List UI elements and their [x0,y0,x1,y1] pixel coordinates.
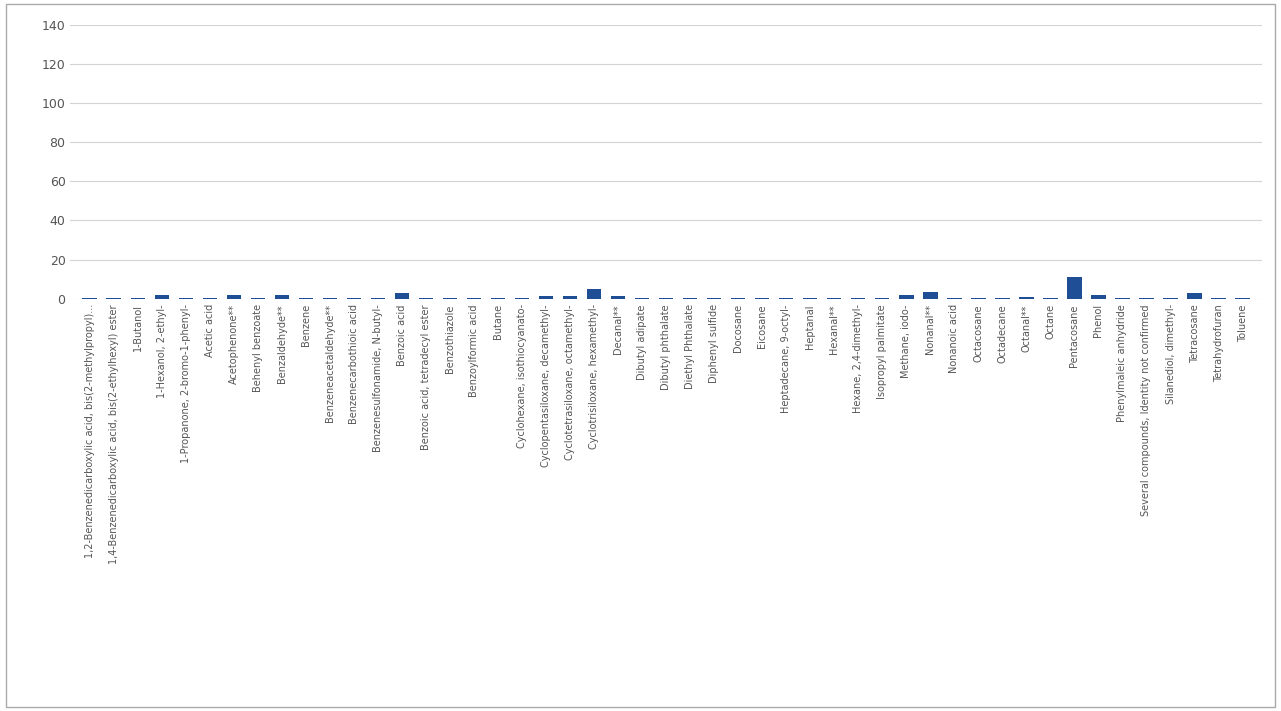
Bar [611,296,625,299]
Bar [1235,298,1250,299]
Bar [731,298,746,299]
Bar [1020,296,1034,299]
Bar [707,298,721,299]
Bar [419,298,433,299]
Bar [683,298,697,299]
Bar [779,298,793,299]
Bar [202,298,216,299]
Bar [178,298,193,299]
Bar [82,298,97,299]
Bar [370,298,386,299]
Bar [1212,298,1226,299]
Bar [1043,298,1058,299]
Bar [443,298,457,299]
Bar [562,296,578,299]
Bar [851,298,866,299]
Bar [1116,298,1130,299]
Bar [515,298,529,299]
Bar [658,298,674,299]
Bar [1187,293,1202,299]
Bar [899,294,913,299]
Bar [1139,298,1154,299]
Bar [251,298,265,299]
Bar [131,298,145,299]
Bar [803,298,817,299]
Bar [995,298,1009,299]
Bar [587,289,601,299]
Bar [924,292,938,299]
Bar [155,294,169,299]
Bar [539,296,553,299]
Bar [298,298,313,299]
Bar [971,298,985,299]
Bar [395,293,409,299]
Bar [491,298,505,299]
Bar [755,298,770,299]
Bar [1163,298,1177,299]
Bar [227,294,241,299]
Bar [1091,294,1106,299]
Bar [466,298,482,299]
Bar [1067,277,1081,299]
Bar [347,298,361,299]
Bar [875,298,889,299]
Bar [947,298,962,299]
Bar [828,298,842,299]
Bar [635,298,649,299]
Bar [323,298,337,299]
Bar [274,294,290,299]
Bar [106,298,120,299]
